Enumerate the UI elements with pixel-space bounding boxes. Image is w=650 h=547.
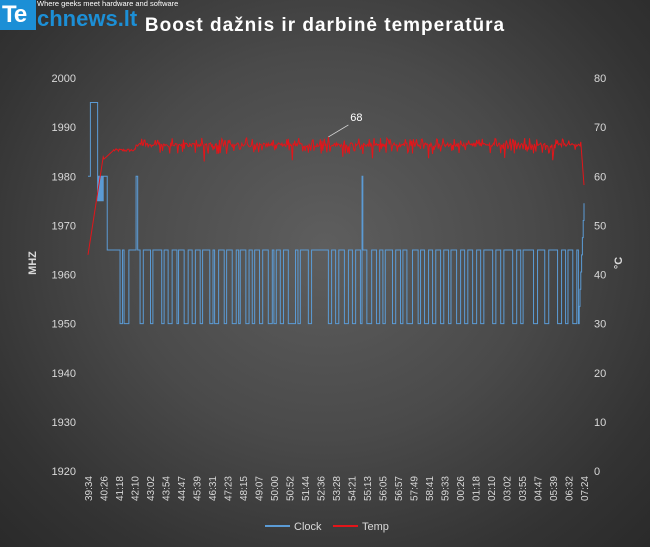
x-tick-label: 41:18	[115, 476, 126, 501]
x-tick-label: 56:57	[394, 476, 405, 501]
x-tick-label: 53:28	[332, 476, 343, 501]
y-tick-label: 1930	[52, 417, 76, 429]
y2-axis-ticks: 0 10 20 30 40 50 60 70 80	[594, 73, 606, 478]
legend: Clock Temp	[265, 521, 389, 533]
y-tick-label: 1960	[52, 270, 76, 282]
x-tick-label: 43:54	[162, 476, 173, 501]
logo-name: chnews.lt	[37, 6, 138, 31]
y-axis-ticks: 1920 1930 1940 1950 1960 1970 1980 1990 2000	[52, 73, 76, 478]
annotation-label: 68	[350, 112, 362, 124]
x-tick-label: 55:13	[363, 476, 374, 501]
x-tick-label: 47:23	[224, 476, 235, 501]
legend-label-clock: Clock	[294, 521, 322, 533]
x-tick-label: 44:47	[177, 476, 188, 501]
x-tick-label: 59:33	[441, 476, 452, 501]
x-tick-label: 54:21	[348, 476, 359, 501]
technews-logo: Te Where geeks meet hardware and softwar…	[0, 0, 190, 34]
series-line-clock	[88, 102, 585, 325]
x-tick-label: 50:52	[286, 476, 297, 501]
x-tick-label: 39:34	[84, 476, 95, 501]
x-tick-label: 46:31	[208, 476, 219, 501]
y2-tick-label: 60	[594, 171, 606, 183]
logo-tagline: Where geeks meet hardware and software	[37, 0, 179, 8]
x-tick-label: 51:44	[301, 476, 312, 501]
x-tick-label: 03:02	[503, 476, 514, 501]
y2-tick-label: 70	[594, 122, 606, 134]
x-tick-label: 57:49	[410, 476, 421, 501]
x-tick-label: 04:47	[534, 476, 545, 501]
logo-box	[0, 0, 36, 30]
y-tick-label: 1920	[52, 466, 76, 478]
logo-prefix: Te	[2, 1, 27, 28]
series-line-temp	[87, 136, 585, 255]
y2-tick-label: 20	[594, 368, 606, 380]
x-tick-label: 05:39	[549, 476, 560, 501]
y2-tick-label: 80	[594, 73, 606, 85]
y-tick-label: 1980	[52, 171, 76, 183]
legend-label-temp: Temp	[362, 521, 389, 533]
y2-tick-label: 30	[594, 319, 606, 331]
x-tick-label: 00:26	[456, 476, 467, 501]
y-tick-label: 1970	[52, 220, 76, 232]
x-tick-label: 49:07	[255, 476, 266, 501]
y2-tick-label: 10	[594, 417, 606, 429]
y-tick-label: 2000	[52, 73, 76, 85]
y-tick-label: 1950	[52, 319, 76, 331]
x-axis-ticks: 39:34 40:26 41:18 42:10 43:02 43:54 44:47 45:39…	[84, 476, 591, 501]
x-tick-label: 45:39	[193, 476, 204, 501]
annotation-leader	[328, 124, 349, 138]
x-tick-label: 48:15	[239, 476, 250, 501]
y2-tick-label: 0	[594, 466, 600, 478]
y-tick-label: 1940	[52, 368, 76, 380]
y-tick-label: 1990	[52, 122, 76, 134]
plot-area: 68	[87, 102, 585, 325]
x-tick-label: 03:55	[518, 476, 529, 501]
y-axis-label: MHZ	[27, 251, 39, 275]
x-tick-label: 50:00	[270, 476, 281, 501]
x-tick-label: 52:36	[317, 476, 328, 501]
y2-tick-label: 50	[594, 220, 606, 232]
x-tick-label: 42:10	[131, 476, 142, 501]
y2-tick-label: 40	[594, 270, 606, 282]
x-tick-label: 02:10	[487, 476, 498, 501]
x-tick-label: 07:24	[580, 476, 591, 501]
y2-axis-label: °C	[613, 257, 625, 269]
x-tick-label: 40:26	[100, 476, 111, 501]
x-tick-label: 01:18	[472, 476, 483, 501]
x-tick-label: 06:32	[565, 476, 576, 501]
chart-title: Boost dažnis ir darbinė temperatūra	[145, 15, 505, 36]
x-tick-label: 56:05	[379, 476, 390, 501]
x-tick-label: 43:02	[146, 476, 157, 501]
x-tick-label: 58:41	[425, 476, 436, 501]
